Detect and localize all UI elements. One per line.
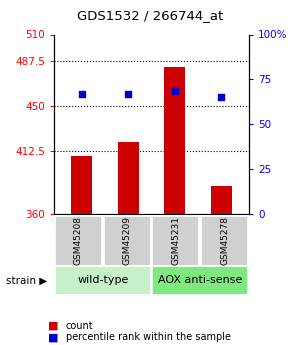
Point	[80, 91, 84, 97]
Text: GSM45278: GSM45278	[220, 216, 229, 265]
Text: wild-type: wild-type	[77, 275, 128, 285]
Text: GDS1532 / 266744_at: GDS1532 / 266744_at	[77, 9, 223, 22]
Text: ■: ■	[48, 321, 58, 331]
Point	[126, 91, 131, 97]
Text: strain ▶: strain ▶	[6, 275, 47, 285]
Bar	[211, 186, 232, 214]
Point	[172, 88, 177, 93]
Text: AOX anti-sense: AOX anti-sense	[158, 275, 242, 285]
Bar	[118, 142, 139, 214]
Text: GSM45231: GSM45231	[171, 216, 180, 265]
Point	[219, 94, 224, 99]
Text: percentile rank within the sample: percentile rank within the sample	[66, 333, 231, 342]
Text: count: count	[66, 321, 94, 331]
Text: GSM45209: GSM45209	[123, 216, 132, 265]
Bar	[164, 67, 185, 214]
Text: GSM45208: GSM45208	[74, 216, 83, 265]
Text: ■: ■	[48, 333, 58, 342]
Bar	[71, 157, 92, 214]
